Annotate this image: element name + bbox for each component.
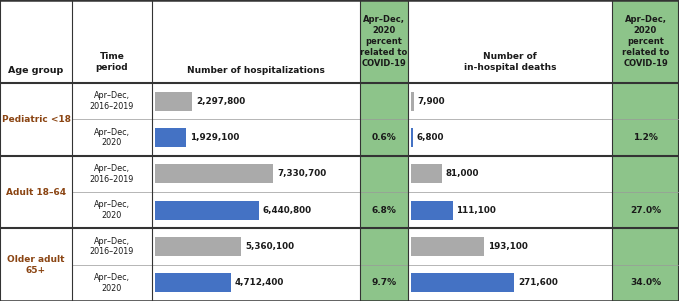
Text: 27.0%: 27.0%	[630, 206, 661, 215]
Text: Older adult
65+: Older adult 65+	[7, 255, 65, 275]
Text: Apr–Dec,
2020: Apr–Dec, 2020	[94, 128, 130, 147]
Text: 111,100: 111,100	[456, 206, 496, 215]
Text: 1.2%: 1.2%	[633, 133, 658, 142]
Text: 81,000: 81,000	[445, 169, 479, 178]
Text: Number of hospitalizations: Number of hospitalizations	[187, 66, 325, 75]
Text: 271,600: 271,600	[518, 278, 557, 287]
Text: 6,800: 6,800	[417, 133, 444, 142]
Text: 7,900: 7,900	[417, 97, 445, 106]
Bar	[155, 92, 191, 110]
Bar	[612, 0, 679, 301]
Bar	[155, 164, 273, 183]
Text: 5,360,100: 5,360,100	[245, 242, 294, 251]
Bar	[411, 201, 453, 220]
Text: Age group: Age group	[8, 66, 64, 75]
Text: Apr–Dec,
2016–2019: Apr–Dec, 2016–2019	[90, 91, 134, 111]
Text: 7,330,700: 7,330,700	[277, 169, 326, 178]
Text: Apr–Dec,
2020
percent
related to
COVID-19: Apr–Dec, 2020 percent related to COVID-1…	[361, 15, 407, 67]
Text: 4,712,400: 4,712,400	[235, 278, 284, 287]
Text: Apr–Dec,
2020: Apr–Dec, 2020	[94, 200, 130, 220]
Bar	[155, 201, 259, 220]
Text: Apr–Dec,
2016–2019: Apr–Dec, 2016–2019	[90, 237, 134, 256]
Text: Pediatric <18: Pediatric <18	[1, 115, 71, 124]
Text: 6.8%: 6.8%	[371, 206, 397, 215]
Text: 2,297,800: 2,297,800	[196, 97, 245, 106]
Bar	[411, 273, 515, 292]
Bar	[155, 128, 186, 147]
Text: Apr–Dec,
2020: Apr–Dec, 2020	[94, 273, 130, 293]
Text: 193,100: 193,100	[488, 242, 528, 251]
Bar	[155, 273, 231, 292]
Text: 0.6%: 0.6%	[371, 133, 397, 142]
Text: Adult 18–64: Adult 18–64	[6, 188, 66, 197]
Bar	[411, 164, 441, 183]
Text: Apr–Dec,
2016–2019: Apr–Dec, 2016–2019	[90, 164, 134, 184]
Text: 9.7%: 9.7%	[371, 278, 397, 287]
Text: 1,929,100: 1,929,100	[190, 133, 239, 142]
Text: Number of
in-hospital deaths: Number of in-hospital deaths	[464, 52, 556, 72]
Text: Apr–Dec,
2020
percent
related to
COVID-19: Apr–Dec, 2020 percent related to COVID-1…	[622, 15, 669, 67]
Bar	[411, 128, 414, 147]
Text: Time
period: Time period	[96, 52, 128, 72]
Bar	[360, 0, 408, 301]
Text: 34.0%: 34.0%	[630, 278, 661, 287]
Text: 6,440,800: 6,440,800	[263, 206, 312, 215]
Bar	[155, 237, 241, 256]
Bar	[411, 237, 484, 256]
Bar	[411, 92, 414, 110]
